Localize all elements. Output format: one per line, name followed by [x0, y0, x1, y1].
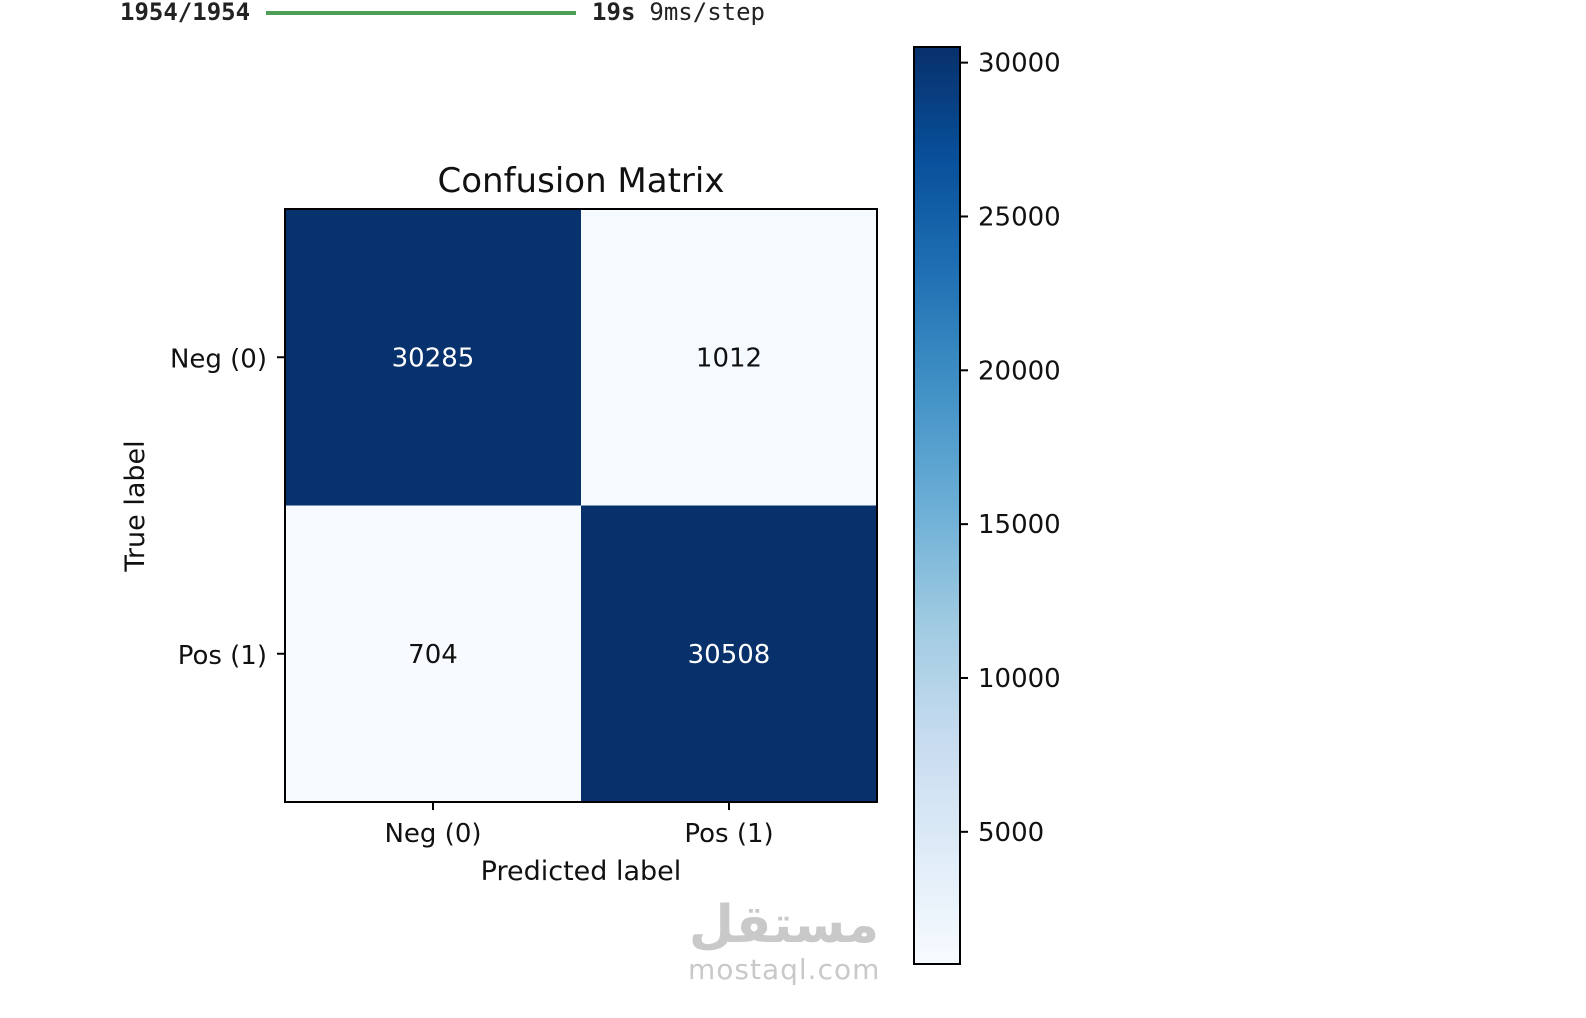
colorbar-tick-label: 25000 [978, 202, 1061, 232]
training-progress: 1954/1954 19s 9ms/step [120, 0, 765, 26]
plot-frame [284, 208, 878, 803]
x-tick-label: Neg (0) [384, 819, 481, 849]
progress-rate: 9ms/step [649, 0, 765, 26]
progress-bar [266, 11, 577, 15]
cell-value-label: 1012 [696, 343, 762, 373]
y-tick-label: Neg (0) [170, 344, 267, 374]
x-axis: Neg (0) Pos (1) [384, 802, 774, 849]
heatmap-cell [285, 209, 581, 506]
y-tick-label: Pos (1) [178, 641, 267, 671]
heatmap-cell [285, 505, 581, 802]
progress-time: 19s [592, 0, 636, 26]
cell-value-label: 30285 [392, 343, 475, 373]
progress-steps: 1954/1954 [120, 0, 251, 26]
colorbar-tick-label: 30000 [978, 49, 1061, 79]
cell-value-label: 30508 [688, 640, 771, 670]
colorbar-tick-label: 15000 [978, 510, 1061, 540]
colorbar [913, 46, 961, 965]
x-axis-label: Predicted label [481, 856, 682, 887]
colorbar-tick-label: 5000 [978, 818, 1044, 848]
colorbar-axis: 5000 10000 15000 20000 25000 30000 [960, 49, 1061, 848]
colorbar-tick-label: 10000 [978, 664, 1061, 694]
cell-labels: 30285 1012 704 30508 [392, 343, 771, 670]
heatmap-cell [581, 505, 877, 802]
progress-bar-fill [266, 11, 577, 15]
watermark-arabic: مستقل [688, 895, 880, 955]
x-tick-label: Pos (1) [684, 819, 773, 849]
watermark: مستقل mostaql.com [688, 895, 880, 985]
watermark-latin: mostaql.com [688, 953, 881, 986]
cell-value-label: 704 [408, 640, 458, 670]
heatmap-cells [285, 209, 877, 802]
colorbar-tick-label: 20000 [978, 356, 1061, 386]
heatmap-cell [581, 209, 877, 506]
chart-title: Confusion Matrix [438, 161, 725, 201]
y-axis-label: True label [120, 440, 151, 572]
y-axis: Neg (0) Pos (1) [170, 344, 285, 671]
